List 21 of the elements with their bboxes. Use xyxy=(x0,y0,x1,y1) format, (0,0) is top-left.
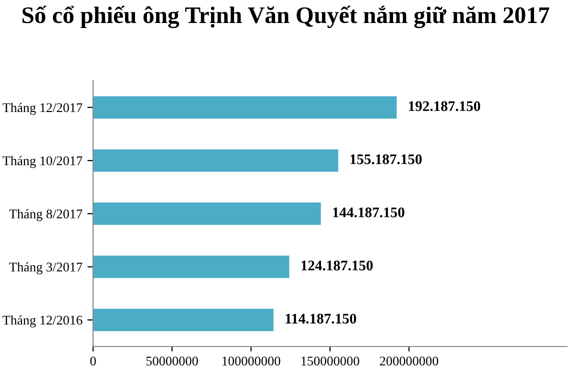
chart-title: Số cổ phiếu ông Trịnh Văn Quyết nắm giữ năm 2017 xyxy=(22,6,550,28)
y-tick-label: Tháng 12/2016 xyxy=(2,315,82,328)
x-tick-label: 150000000 xyxy=(302,356,360,366)
x-tick-label: 200000000 xyxy=(380,356,438,366)
bar xyxy=(93,96,397,119)
data-label: 114.187.150 xyxy=(286,314,356,324)
x-tick-label: 100000000 xyxy=(222,356,280,366)
data-label: 155.187.150 xyxy=(350,154,422,164)
bar xyxy=(93,256,290,278)
y-tick-label: Tháng 10/2017 xyxy=(2,156,82,168)
x-tick-label: 0 xyxy=(90,356,96,366)
y-tick-label: Tháng 8/2017 xyxy=(9,209,82,222)
y-tick-label: Tháng 3/2017 xyxy=(9,262,82,274)
data-label: 124.187.150 xyxy=(302,260,373,271)
y-tick-label: Tháng 12/2017 xyxy=(2,102,82,115)
data-label: 192.187.150 xyxy=(408,101,480,112)
x-tick-label: 50000000 xyxy=(146,356,198,366)
bar xyxy=(93,202,321,225)
data-label: 144.187.150 xyxy=(333,207,404,218)
bar xyxy=(93,149,338,172)
bar xyxy=(93,308,274,332)
